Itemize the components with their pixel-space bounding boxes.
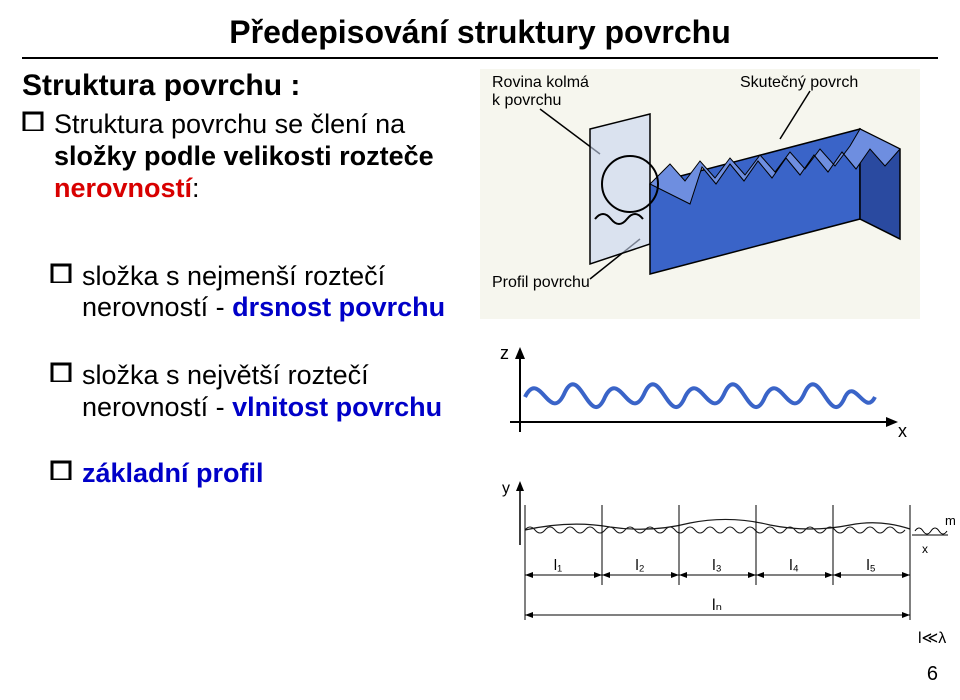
- intro-line3-red: nerovností: [54, 173, 192, 203]
- page-title: Předepisování struktury povrchu: [0, 0, 960, 57]
- bullet-3-text: základní profil: [82, 458, 264, 490]
- bullet-3: základní profil: [50, 458, 462, 490]
- fig3-right-label: l≪λ: [918, 630, 946, 647]
- fig3-l5: l₅: [866, 557, 875, 574]
- fig3-ln: lₙ: [712, 597, 722, 614]
- fig3-l2: l₂: [635, 557, 644, 574]
- page-number: 6: [927, 663, 938, 686]
- fig3-l3: l₃: [712, 557, 721, 574]
- fig3-axis-y: y: [502, 480, 510, 497]
- intro-bullet: Struktura povrchu se člení na složky pod…: [22, 109, 462, 205]
- b3-blue: základní profil: [82, 458, 264, 488]
- fig2-axis-z: z: [500, 343, 509, 363]
- bullet-2-text: složka s největší roztečí nerovností - v…: [82, 360, 442, 424]
- fig3-l4: l₄: [789, 557, 798, 574]
- square-bullet-icon: [50, 458, 72, 480]
- fig1-label-tl2: k povrchu: [492, 92, 561, 109]
- content: Struktura povrchu : Struktura povrchu se…: [0, 69, 960, 650]
- fig1-label-tl1: Rovina kolmá: [492, 74, 589, 91]
- intro-line1: Struktura povrchu se člení na: [54, 109, 405, 139]
- svg-text:x: x: [922, 542, 928, 556]
- b2-l2-blue: vlnitost povrchu: [232, 392, 442, 422]
- fig3-l1: l₁: [554, 557, 562, 574]
- b1-l1: složka s nejmenší roztečí: [82, 261, 385, 291]
- heading: Struktura povrchu :: [22, 69, 462, 103]
- square-bullet-icon: [50, 360, 72, 382]
- intro-text: Struktura povrchu se člení na složky pod…: [54, 109, 434, 205]
- square-bullet-icon: [50, 261, 72, 283]
- square-bullet-icon: [22, 109, 44, 131]
- bullet-1: složka s nejmenší roztečí nerovností - d…: [50, 261, 462, 325]
- bullet-2: složka s největší roztečí nerovností - v…: [50, 360, 462, 424]
- right-column: Rovina kolmá k povrchu Skutečný povrch P…: [480, 69, 960, 650]
- fig1-label-bottom: Profil povrchu: [492, 274, 590, 291]
- intro-line2: složky podle velikosti rozteče: [54, 141, 434, 171]
- b1-l2-blue: drsnost povrchu: [232, 292, 445, 322]
- fig2-axis-x: x: [898, 421, 907, 441]
- bullet-1-text: složka s nejmenší roztečí nerovností - d…: [82, 261, 445, 325]
- figure-waviness-profile: y m x: [480, 475, 960, 650]
- figure-surface-3d: Rovina kolmá k povrchu Skutečný povrch P…: [480, 69, 920, 319]
- b2-l2-pre: nerovností -: [82, 392, 232, 422]
- figure-roughness-profile: z x: [480, 337, 920, 457]
- b2-l1: složka s největší roztečí: [82, 360, 369, 390]
- left-column: Struktura povrchu : Struktura povrchu se…: [22, 69, 462, 650]
- intro-line3-suffix: :: [192, 173, 200, 203]
- title-rule: [22, 57, 938, 59]
- b1-l2-pre: nerovností -: [82, 292, 232, 322]
- fig1-label-tr: Skutečný povrch: [740, 74, 858, 91]
- fig3-right-small: m: [945, 513, 956, 528]
